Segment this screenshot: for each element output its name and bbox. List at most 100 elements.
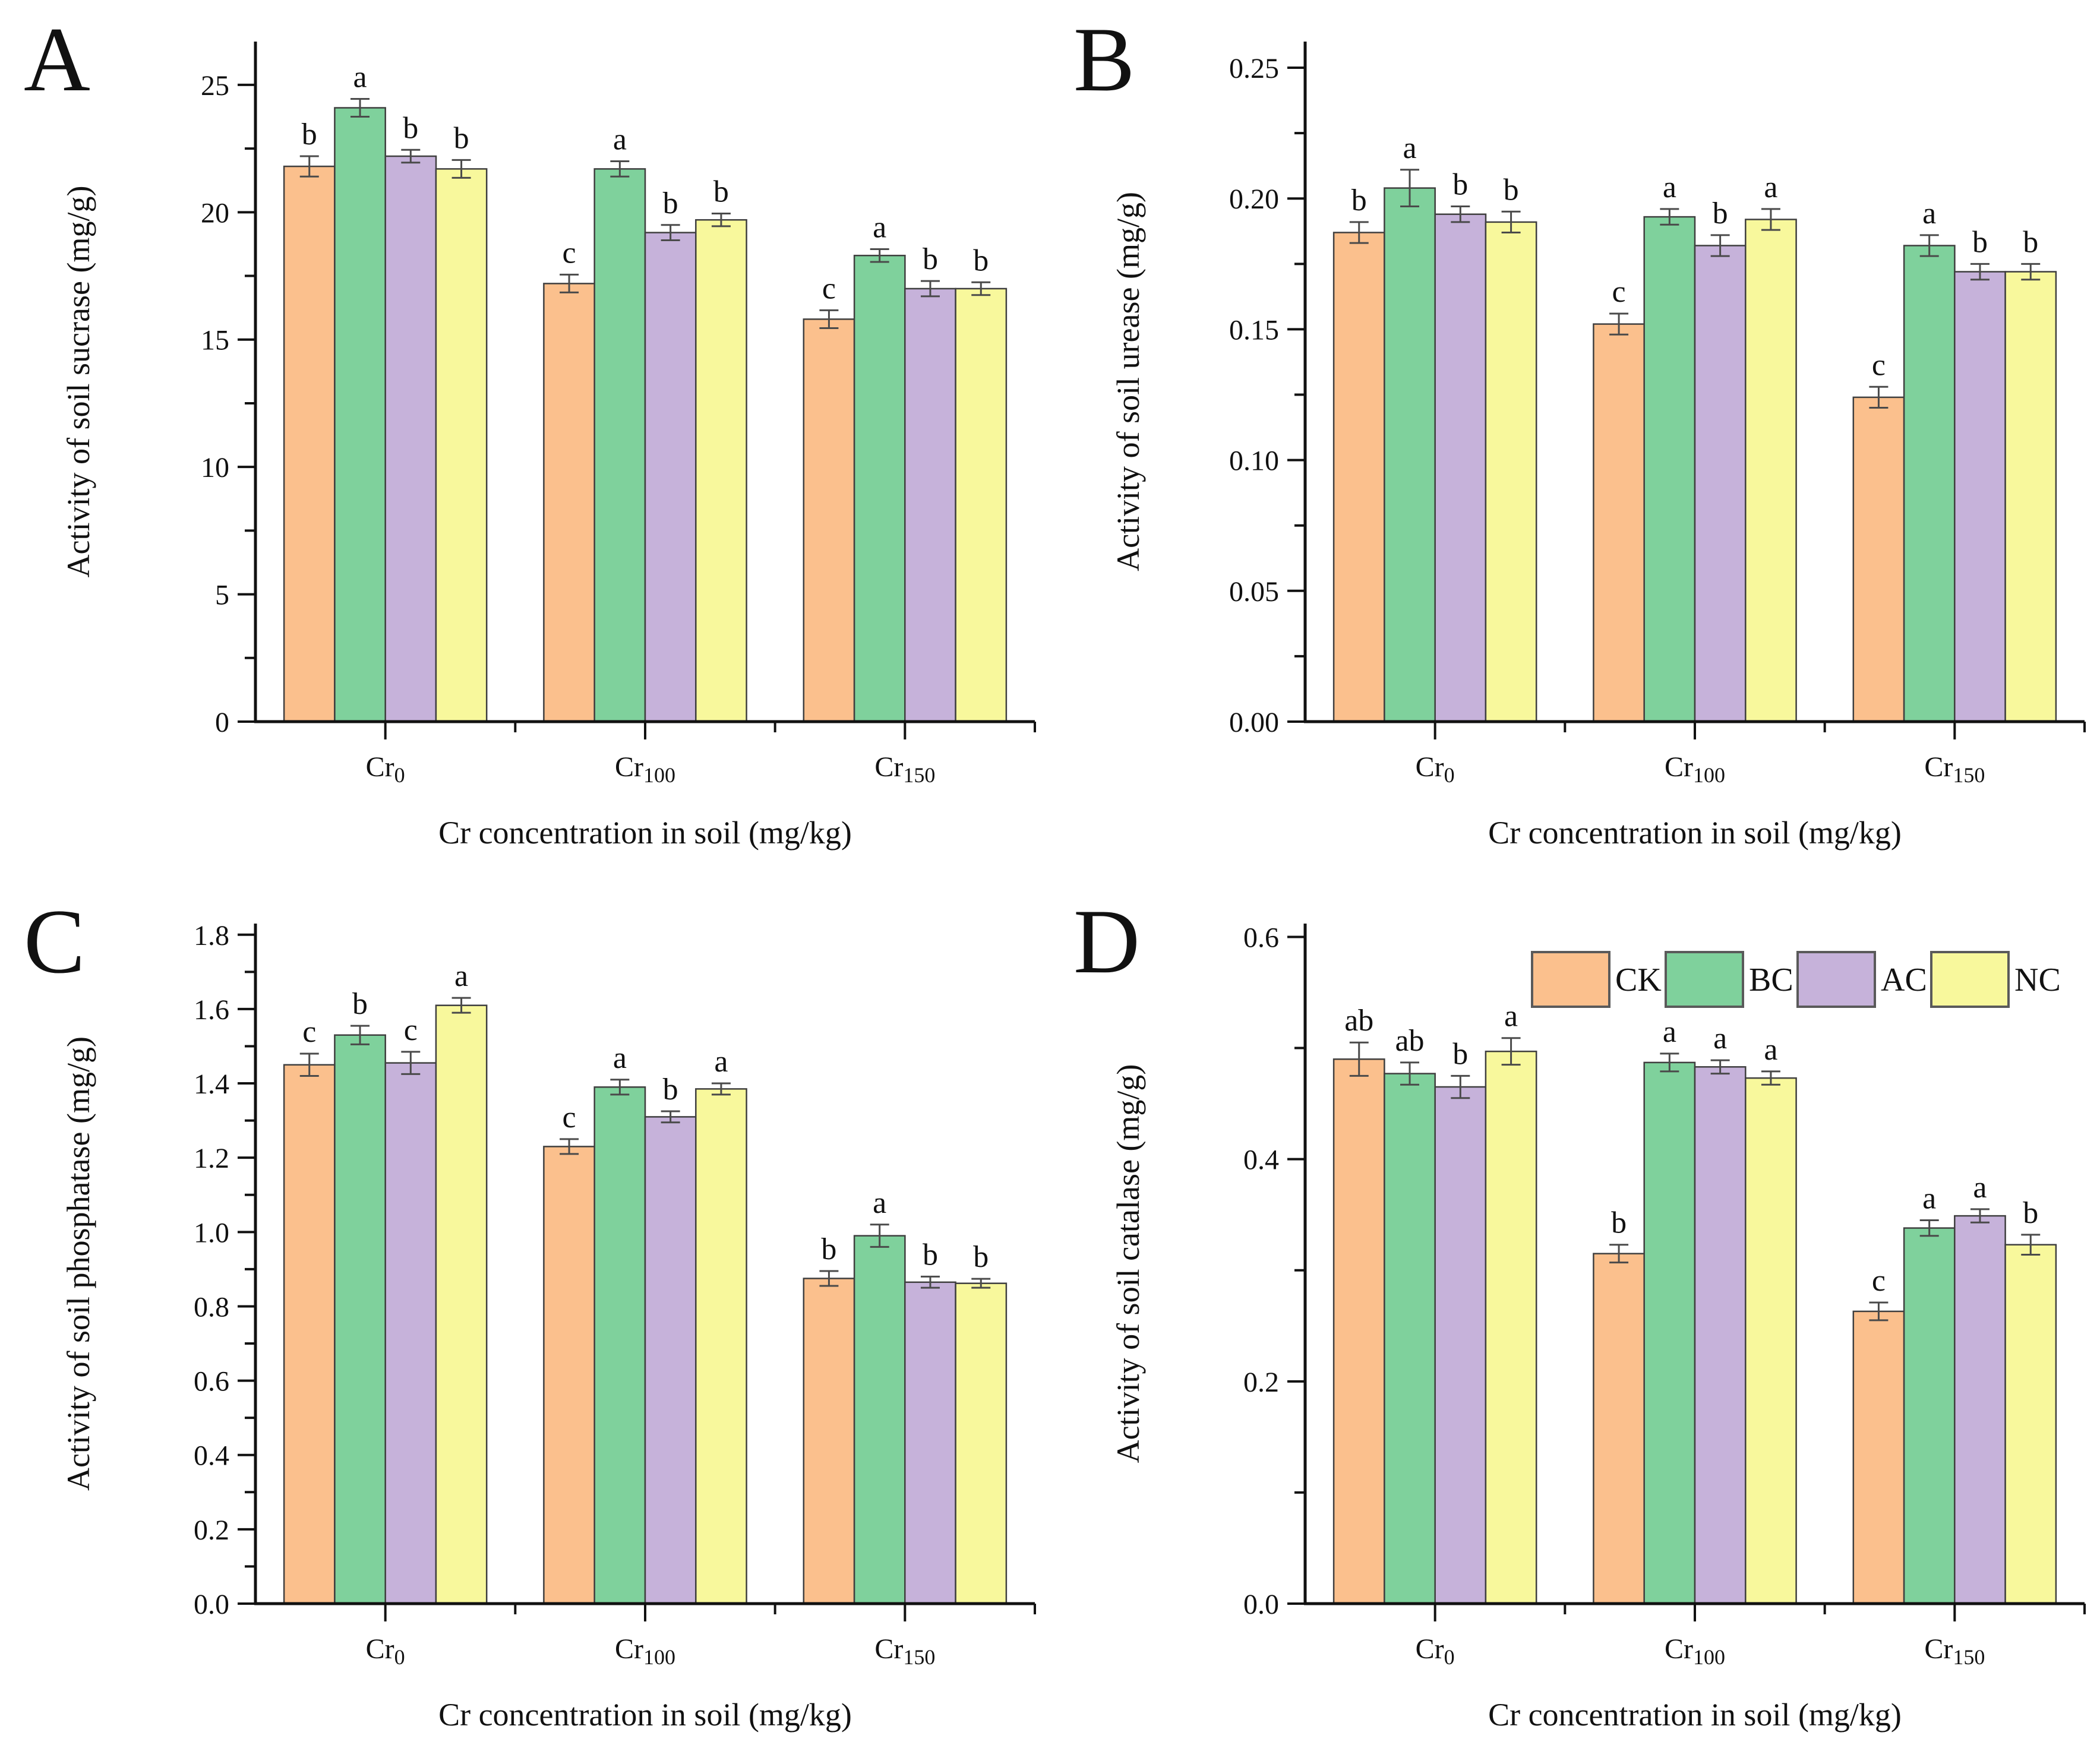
y-tick-label: 25	[201, 70, 229, 102]
error-bar	[1710, 1059, 1730, 1075]
bar-NC-Cr150	[955, 287, 1008, 723]
bar-BC-Cr0	[334, 107, 386, 723]
error-bar	[2021, 263, 2041, 281]
bar-CK-Cr100	[543, 1146, 595, 1605]
significance-letter: c	[563, 1101, 576, 1134]
bar-AC-Cr100	[644, 232, 697, 723]
bar-NC-Cr0	[435, 168, 488, 723]
bar-CK-Cr100	[543, 283, 595, 723]
bar-CK-Cr100	[1593, 323, 1645, 723]
bar-NC-Cr150	[955, 1282, 1008, 1605]
significance-letter: a	[1764, 1033, 1777, 1067]
y-axis-title: Activity of soil urease (mg/g)	[1110, 192, 1146, 571]
error-bar	[401, 148, 421, 164]
error-bar	[1869, 385, 1889, 409]
error-bar	[1400, 169, 1420, 207]
significance-letter: b	[2023, 1196, 2038, 1230]
bar-BC-Cr100	[1643, 1061, 1696, 1605]
error-bar	[451, 159, 471, 179]
error-bar	[1710, 234, 1730, 257]
chart-svg-B: B 0.00 0.05 0.10 0.15 0.20 0.25 Cr0 b a b b Cr100 c a b…	[1050, 0, 2099, 882]
legend-swatch-AC	[1796, 951, 1876, 1008]
significance-letter: b	[923, 1238, 938, 1272]
bar-BC-Cr100	[593, 1086, 646, 1605]
panel-b-urease-chart: B 0.00 0.05 0.10 0.15 0.20 0.25 Cr0 b a b b Cr100 c a b…	[1050, 0, 2099, 882]
y-axis-title: Activity of soil phosphatase (mg/g)	[61, 1036, 96, 1491]
panel-letter: D	[1073, 890, 1140, 992]
significance-letter: b	[663, 1073, 678, 1107]
bar-AC-Cr150	[1954, 271, 2006, 723]
chart-svg-A: A 0 5 10 15 20 25 Cr0 b a b b Cr100 c a b b Cr150 c a b b Acti…	[0, 0, 1050, 882]
significance-letter: b	[1452, 167, 1468, 201]
bar-AC-Cr100	[1694, 1066, 1747, 1605]
x-tick-label: Cr0	[366, 1633, 405, 1669]
significance-letter: b	[713, 175, 729, 209]
bar-NC-Cr0	[1485, 221, 1537, 723]
significance-letter: a	[454, 959, 468, 993]
x-tick-label: Cr150	[874, 1633, 935, 1669]
error-bar	[1451, 205, 1470, 223]
y-axis-title: Activity of soil catalase (mg/g)	[1110, 1064, 1146, 1463]
error-bar	[2021, 1234, 2041, 1256]
error-bar	[1501, 1037, 1521, 1066]
legend-item-BC: BC	[1665, 951, 1793, 1008]
bar-CK-Cr150	[803, 1278, 855, 1605]
y-tick-label: 5	[215, 580, 229, 611]
error-bar	[971, 281, 991, 296]
y-tick-label: 1.0	[194, 1217, 229, 1248]
error-bar	[1919, 234, 1939, 257]
error-bar	[1970, 263, 1990, 281]
significance-letter: a	[1764, 170, 1777, 204]
significance-letter: a	[613, 123, 627, 157]
significance-letter: c	[1872, 348, 1886, 382]
significance-letter: a	[1973, 1171, 1987, 1205]
bar-NC-Cr100	[695, 219, 747, 723]
bar-AC-Cr0	[1434, 213, 1487, 723]
panel-a-sucrase-chart: A 0 5 10 15 20 25 Cr0 b a b b Cr100 c a b b Cr150 c a b b Acti…	[0, 0, 1050, 882]
error-bar	[350, 1025, 370, 1045]
error-bar	[920, 1275, 940, 1289]
error-bar	[1349, 1041, 1369, 1077]
y-tick-label: 0.20	[1229, 184, 1279, 215]
error-bar	[1761, 208, 1780, 231]
significance-letter: a	[714, 1045, 728, 1079]
bar-CK-Cr150	[1852, 1310, 1905, 1605]
y-tick-label: 10	[201, 452, 229, 483]
legend-label: BC	[1749, 962, 1793, 998]
panel-letter: A	[24, 8, 90, 110]
x-axis-title: Cr concentration in soil (mg/kg)	[1488, 815, 1902, 851]
error-bar	[1869, 1301, 1889, 1322]
bar-NC-Cr150	[2004, 1244, 2057, 1605]
y-tick-label: 0.15	[1229, 314, 1279, 346]
y-tick-label: 0.0	[1243, 1589, 1279, 1620]
panel-letter: B	[1073, 8, 1135, 110]
y-tick-label: 0.00	[1229, 707, 1279, 738]
bar-BC-Cr0	[1384, 187, 1436, 723]
significance-letter: c	[822, 271, 836, 305]
y-tick-label: 0.6	[1243, 922, 1279, 953]
error-bar	[1660, 208, 1679, 226]
bar-BC-Cr0	[334, 1034, 386, 1605]
legend-label: CK	[1615, 962, 1662, 998]
bar-BC-Cr150	[853, 254, 906, 723]
significance-letter: b	[1611, 1206, 1627, 1240]
x-tick-label: Cr0	[1416, 1633, 1455, 1669]
y-tick-label: 20	[201, 197, 229, 229]
significance-letter: a	[1663, 1015, 1676, 1049]
y-tick-label: 0.2	[1243, 1367, 1279, 1398]
y-tick-label: 0.25	[1229, 53, 1279, 84]
bar-BC-Cr150	[853, 1235, 906, 1605]
error-bar	[1400, 1061, 1420, 1086]
panel-d-catalase-chart: D 0.0 0.2 0.4 0.6 Cr0 ab ab b a Cr100 b a a a Cr150 c a a b…	[1050, 882, 2099, 1764]
bar-AC-Cr0	[384, 1062, 437, 1605]
bar-CK-Cr0	[1332, 232, 1385, 723]
x-axis-title: Cr concentration in soil (mg/kg)	[438, 1697, 852, 1733]
significance-letter: a	[1663, 170, 1676, 204]
bar-BC-Cr100	[1643, 216, 1696, 723]
significance-letter: a	[1922, 197, 1936, 230]
error-bar	[610, 160, 630, 178]
significance-letter: a	[613, 1041, 627, 1075]
x-tick-label: Cr100	[615, 1633, 675, 1669]
bar-AC-Cr100	[644, 1116, 697, 1605]
bar-NC-Cr100	[1745, 219, 1797, 723]
